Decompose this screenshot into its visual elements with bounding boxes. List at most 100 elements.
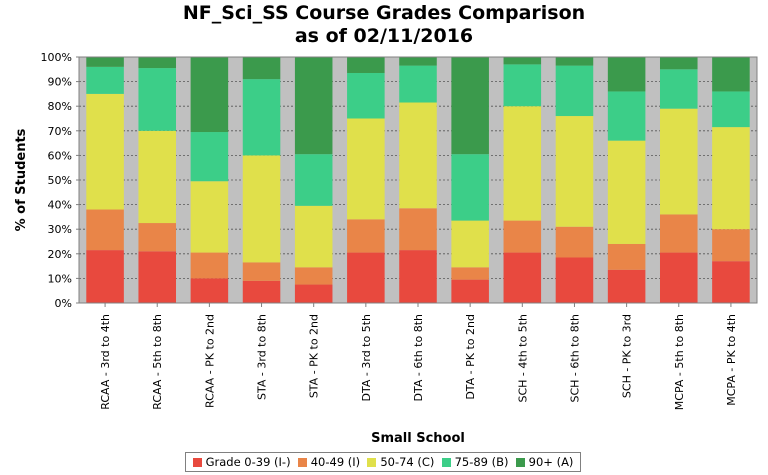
bar-segment xyxy=(712,261,750,303)
bar-segment xyxy=(190,181,229,253)
bar-segment xyxy=(503,252,542,303)
x-tick-label: MCPA - 5th to 8th xyxy=(673,314,686,410)
legend-swatch xyxy=(192,457,202,467)
bar-segment xyxy=(347,219,385,253)
bar-segment xyxy=(294,57,333,155)
bar-segment xyxy=(607,243,646,270)
y-tick-label: 60% xyxy=(48,149,72,162)
bar-segment xyxy=(399,250,437,303)
bar-segment xyxy=(190,252,229,279)
bar-segment xyxy=(451,57,489,155)
bar-segment xyxy=(712,57,750,92)
bar-segment xyxy=(555,257,594,303)
y-axis-label: % of Students xyxy=(14,128,29,231)
bar-segment xyxy=(294,154,333,206)
x-tick-label: SCH - PK to 3rd xyxy=(621,314,634,398)
legend-swatch xyxy=(515,457,525,467)
bar-segment xyxy=(607,269,646,303)
y-tick-label: 100% xyxy=(41,51,72,64)
bar-segment xyxy=(607,91,646,141)
bar-segment xyxy=(555,65,594,117)
legend-label: 40-49 (I) xyxy=(310,455,361,469)
bar-segment xyxy=(399,57,437,66)
bar-segment xyxy=(503,220,542,253)
x-tick-label: STA - PK to 2nd xyxy=(308,314,321,398)
bar-segment xyxy=(294,284,333,303)
bar-segment xyxy=(451,279,489,303)
bar-segment xyxy=(555,57,594,66)
bar-segment xyxy=(503,64,542,107)
x-tick-label: RCAA - PK to 2nd xyxy=(203,314,216,408)
bar-segment xyxy=(451,220,489,268)
x-tick-label: RCAA - 5th to 8th xyxy=(151,314,164,410)
y-tick-label: 10% xyxy=(48,272,72,285)
y-tick-label: 70% xyxy=(48,125,72,138)
x-tick-label: DTA - PK to 2nd xyxy=(464,314,477,400)
bar-segment xyxy=(242,262,281,281)
legend-item: 75-89 (B) xyxy=(441,455,509,469)
bar-segment xyxy=(242,57,281,80)
x-axis-label: Small School xyxy=(371,431,465,446)
bar-segment xyxy=(659,69,698,109)
bar-segment xyxy=(399,208,437,251)
bar-segment xyxy=(138,57,177,69)
bar-segment xyxy=(451,154,489,221)
bar-segment xyxy=(451,267,489,280)
chart-title: NF_Sci_SS Course Grades Comparison as of… xyxy=(0,2,768,48)
bar-segment xyxy=(555,116,594,227)
bar-segment xyxy=(86,209,124,251)
x-tick-label: DTA - 6th to 8th xyxy=(412,314,425,401)
legend-label: 50-74 (C) xyxy=(380,455,435,469)
legend-item: 90+ (A) xyxy=(515,455,573,469)
bar-segment xyxy=(712,229,750,262)
bar-segment xyxy=(659,108,698,215)
legend-label: 75-89 (B) xyxy=(454,455,509,469)
bar-segment xyxy=(659,252,698,303)
x-tick-label: SCH - 6th to 8th xyxy=(568,314,581,403)
x-tick-label: DTA - 3rd to 5th xyxy=(360,314,373,401)
bar-segment xyxy=(607,57,646,92)
bar-segment xyxy=(347,72,385,119)
x-tick-labels: RCAA - 3rd to 4th RCAA - 5th to 8th RCAA -… xyxy=(99,303,738,410)
bar-segment xyxy=(242,79,281,156)
legend-swatch xyxy=(367,457,377,467)
bar-segment xyxy=(607,140,646,244)
chart-title-line-1: NF_Sci_SS Course Grades Comparison xyxy=(182,2,586,24)
bar-segment xyxy=(138,223,177,252)
legend-swatch xyxy=(297,457,307,467)
bar-segment xyxy=(347,118,385,220)
legend-item: 50-74 (C) xyxy=(367,455,434,469)
bar-segment xyxy=(712,127,750,230)
y-tick-label: 80% xyxy=(48,100,72,113)
bar-segment xyxy=(86,57,124,67)
bar-segment xyxy=(555,226,594,258)
stacked-bar-chart: 0% 10% 20% 30% 40% 50% 60% 70% 80% 90% 100% RCAA -… xyxy=(14,51,758,446)
bar-segment xyxy=(190,132,229,182)
bar-segment xyxy=(86,250,124,303)
bars xyxy=(86,57,750,303)
legend-item: Grade 0-39 (I-) xyxy=(192,455,291,469)
bar-segment xyxy=(86,93,124,210)
x-tick-label: RCAA - 3rd to 4th xyxy=(99,314,112,410)
bar-segment xyxy=(138,130,177,224)
bar-segment xyxy=(659,214,698,253)
bar-segment xyxy=(294,205,333,268)
bar-segment xyxy=(503,57,542,65)
bar-segment xyxy=(294,267,333,285)
legend-item: 40-49 (I) xyxy=(297,455,361,469)
y-tick-label: 90% xyxy=(48,76,72,89)
bar-segment xyxy=(399,102,437,209)
legend-label: Grade 0-39 (I-) xyxy=(205,455,291,469)
y-tick-label: 0% xyxy=(55,297,72,310)
bar-segment xyxy=(242,155,281,263)
y-tick-label: 50% xyxy=(48,174,72,187)
x-tick-label: STA - 3rd to 8th xyxy=(256,314,269,400)
bar-segment xyxy=(242,280,281,303)
bar-segment xyxy=(712,91,750,128)
bar-segment xyxy=(399,65,437,103)
y-tick-label: 20% xyxy=(48,248,72,261)
bar-segment xyxy=(503,106,542,221)
x-tick-label: MCPA - PK to 4th xyxy=(725,314,738,406)
chart-title-line-2: as of 02/11/2016 xyxy=(294,25,474,47)
bar-segment xyxy=(347,57,385,73)
